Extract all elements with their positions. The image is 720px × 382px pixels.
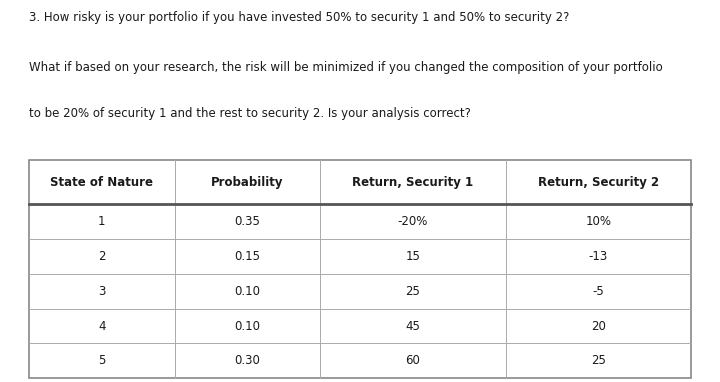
Text: 0.10: 0.10 xyxy=(235,285,261,298)
Text: 20: 20 xyxy=(591,319,606,333)
Text: to be 20% of security 1 and the rest to security 2. Is your analysis correct?: to be 20% of security 1 and the rest to … xyxy=(29,107,471,120)
Text: -5: -5 xyxy=(593,285,604,298)
Text: Return, Security 1: Return, Security 1 xyxy=(352,176,474,189)
Text: 25: 25 xyxy=(405,285,420,298)
Text: Return, Security 2: Return, Security 2 xyxy=(538,176,659,189)
Text: 0.15: 0.15 xyxy=(235,250,261,263)
Text: Probability: Probability xyxy=(211,176,284,189)
Text: 60: 60 xyxy=(405,354,420,367)
Text: 45: 45 xyxy=(405,319,420,333)
Text: 0.35: 0.35 xyxy=(235,215,261,228)
Text: What if based on your research, the risk will be minimized if you changed the co: What if based on your research, the risk… xyxy=(29,61,662,74)
Text: 4: 4 xyxy=(98,319,105,333)
Text: 2: 2 xyxy=(98,250,105,263)
Bar xyxy=(29,160,691,378)
Text: 0.10: 0.10 xyxy=(235,319,261,333)
Text: 1: 1 xyxy=(98,215,105,228)
Text: -13: -13 xyxy=(589,250,608,263)
Text: 5: 5 xyxy=(98,354,105,367)
Text: 0.30: 0.30 xyxy=(235,354,261,367)
Text: 15: 15 xyxy=(405,250,420,263)
Text: 3: 3 xyxy=(98,285,105,298)
Text: -20%: -20% xyxy=(398,215,428,228)
Text: State of Nature: State of Nature xyxy=(50,176,153,189)
Text: 25: 25 xyxy=(591,354,606,367)
Text: 10%: 10% xyxy=(585,215,611,228)
Text: 3. How risky is your portfolio if you have invested 50% to security 1 and 50% to: 3. How risky is your portfolio if you ha… xyxy=(29,11,570,24)
